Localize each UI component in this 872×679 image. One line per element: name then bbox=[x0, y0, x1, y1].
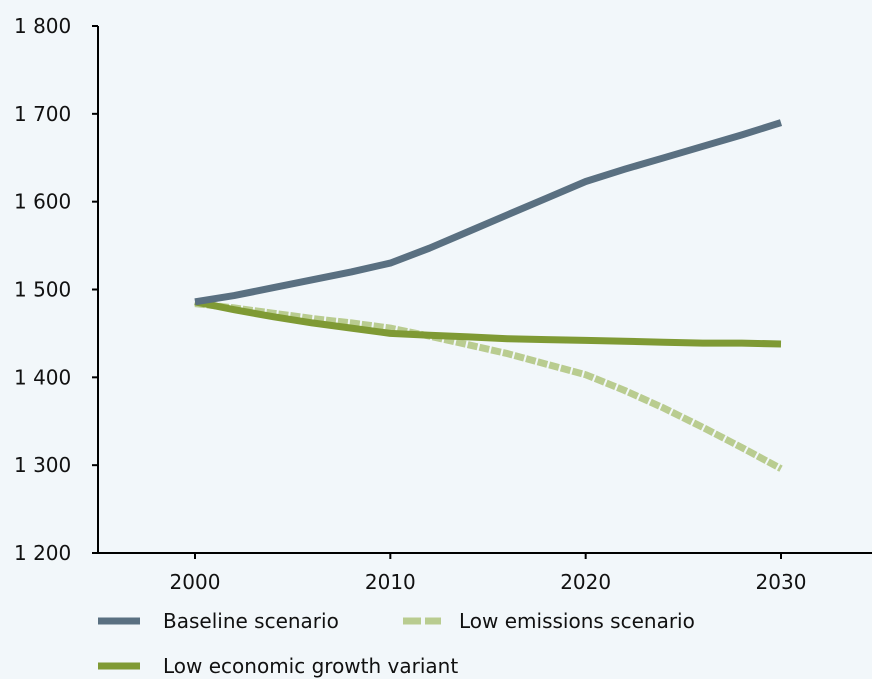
series-line-low-economic-growth-variant bbox=[195, 302, 781, 344]
legend-label: Baseline scenario bbox=[163, 609, 339, 633]
series-line-baseline-scenario bbox=[195, 123, 781, 302]
y-tick-label: 1 400 bbox=[14, 365, 71, 389]
x-tick-label: 2030 bbox=[756, 570, 807, 594]
y-tick-label: 1 500 bbox=[14, 278, 71, 302]
legend-label: Low emissions scenario bbox=[459, 609, 695, 633]
legend-label: Low economic growth variant bbox=[163, 654, 458, 678]
x-tick-label: 2010 bbox=[365, 570, 416, 594]
series-line-low-emissions-scenario bbox=[195, 304, 781, 469]
y-tick-label: 1 700 bbox=[14, 102, 71, 126]
x-tick-label: 2000 bbox=[170, 570, 221, 594]
y-tick-label: 1 800 bbox=[14, 14, 71, 38]
plot-area bbox=[195, 123, 781, 469]
y-axis: 1 200 1 300 1 400 1 500 1 600 1 700 1 800 bbox=[14, 14, 98, 565]
legend: Baseline scenario Low emissions scenarioL… bbox=[98, 609, 695, 678]
x-tick-label: 2020 bbox=[560, 570, 611, 594]
y-tick-label: 1 300 bbox=[14, 453, 71, 477]
x-axis: 2000 2010 2020 2030 bbox=[98, 553, 872, 594]
y-tick-label: 1 200 bbox=[14, 541, 71, 565]
y-tick-label: 1 600 bbox=[14, 190, 71, 214]
